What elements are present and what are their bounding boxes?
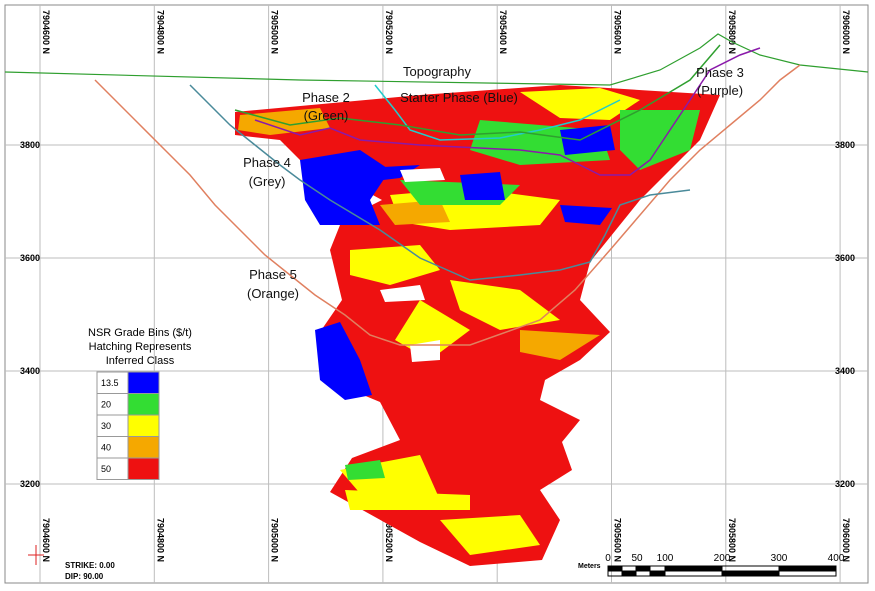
legend-title: Hatching Represents bbox=[89, 341, 192, 353]
phase-label: Phase 2 bbox=[302, 90, 350, 105]
elevation-label: 3600 bbox=[835, 253, 855, 263]
starter-outline bbox=[374, 84, 621, 141]
phase4-outline bbox=[189, 84, 691, 281]
legend-swatch bbox=[127, 371, 160, 394]
elevation-label: 3200 bbox=[20, 479, 40, 489]
legend-label: 20 bbox=[101, 400, 111, 410]
legend-swatch bbox=[127, 393, 160, 416]
strike-text: STRIKE: 0.00 bbox=[65, 561, 115, 570]
scale-tick-label: 0 bbox=[605, 553, 611, 564]
scale-unit: Meters bbox=[578, 563, 601, 570]
easting-label: 7905800 N bbox=[727, 518, 737, 562]
scale-bar bbox=[607, 565, 837, 577]
legend-swatch bbox=[127, 457, 160, 480]
easting-label: 7904800 N bbox=[155, 10, 165, 54]
phase-label: Phase 3 bbox=[696, 65, 744, 80]
easting-label: 7905000 N bbox=[270, 10, 280, 54]
phase-label: (Orange) bbox=[247, 286, 299, 301]
easting-label: 7905600 N bbox=[613, 10, 623, 54]
easting-label: 7904600 N bbox=[41, 518, 51, 562]
elevation-label: 3400 bbox=[835, 366, 855, 376]
origin-marker bbox=[28, 545, 44, 565]
legend-title: Inferred Class bbox=[106, 355, 175, 367]
phase-label: (Purple) bbox=[697, 83, 743, 98]
legend-swatch bbox=[127, 414, 160, 437]
dip-text: DIP: 90.00 bbox=[65, 572, 104, 581]
phase-label: Topography bbox=[403, 64, 471, 79]
phase2-outline bbox=[234, 44, 721, 141]
scale-tick-label: 50 bbox=[631, 553, 643, 564]
elevation-label: 3800 bbox=[835, 140, 855, 150]
phase-label: (Green) bbox=[304, 108, 349, 123]
topography-line bbox=[4, 33, 869, 86]
phase5-outline bbox=[94, 64, 801, 346]
easting-label: 7905200 N bbox=[384, 10, 394, 54]
scale-tick-label: 300 bbox=[771, 553, 788, 564]
elevation-label: 3600 bbox=[20, 253, 40, 263]
phase-label: (Grey) bbox=[249, 174, 286, 189]
legend-label: 30 bbox=[101, 421, 111, 431]
legend-swatch bbox=[127, 436, 160, 459]
easting-label: 7906000 N bbox=[841, 518, 851, 562]
legend-label: 13.5 bbox=[101, 378, 119, 388]
scale-tick-label: 200 bbox=[714, 553, 731, 564]
scale-tick-label: 400 bbox=[828, 553, 845, 564]
phase-label: Phase 4 bbox=[243, 155, 291, 170]
easting-label: 7905000 N bbox=[270, 518, 280, 562]
scale-tick-label: 100 bbox=[657, 553, 674, 564]
easting-label: 7904800 N bbox=[155, 518, 165, 562]
elevation-label: 3200 bbox=[835, 479, 855, 489]
phase-label: Phase 5 bbox=[249, 267, 297, 282]
legend-title: NSR Grade Bins ($/t) bbox=[88, 327, 192, 339]
ore-body bbox=[235, 85, 720, 566]
easting-label: 7905200 N bbox=[384, 518, 394, 562]
easting-label: 7905400 N bbox=[498, 10, 508, 54]
legend-label: 40 bbox=[101, 443, 111, 453]
easting-label: 7906000 N bbox=[841, 10, 851, 54]
easting-label: 7905600 N bbox=[613, 518, 623, 562]
legend-label: 50 bbox=[101, 464, 111, 474]
easting-label: 7905800 N bbox=[727, 10, 737, 54]
phase3-outline bbox=[254, 47, 761, 176]
elevation-label: 3800 bbox=[20, 140, 40, 150]
elevation-label: 3400 bbox=[20, 366, 40, 376]
easting-label: 7904600 N bbox=[41, 10, 51, 54]
phase-label: Starter Phase (Blue) bbox=[400, 90, 518, 105]
